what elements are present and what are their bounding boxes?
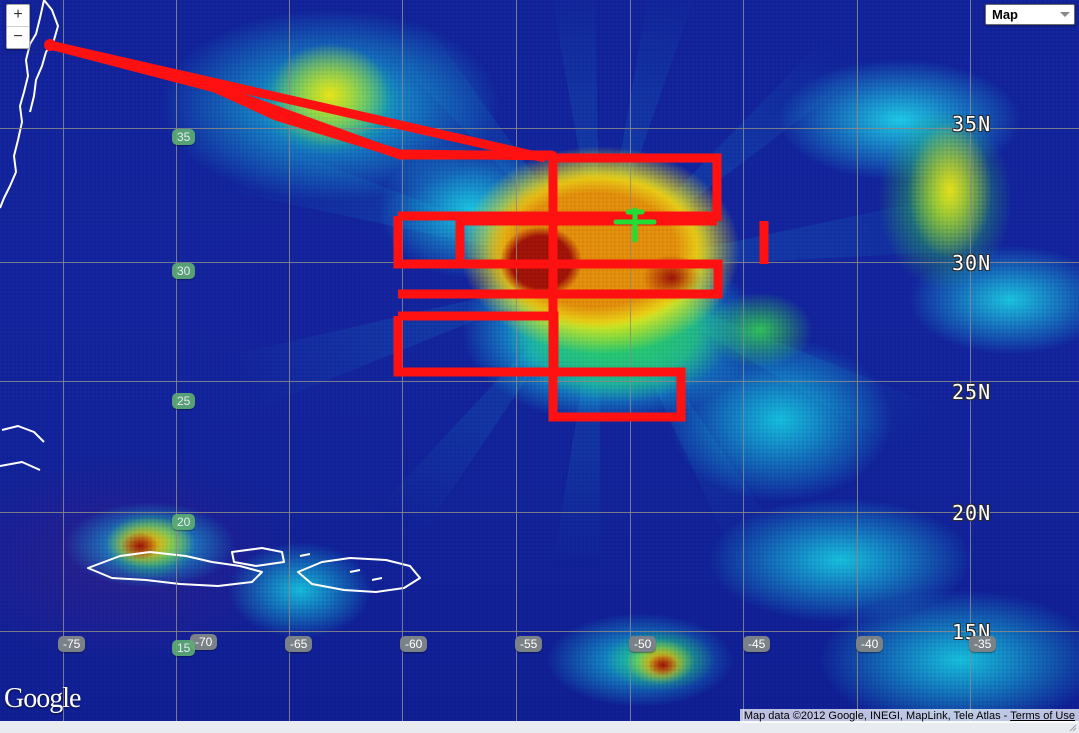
map-type-selector[interactable]: Map [985, 4, 1075, 25]
google-logo: Google [4, 683, 81, 714]
lon-chip--70[interactable]: -70 [190, 634, 218, 650]
gridline-lat-0 [0, 128, 1079, 129]
bottom-bar [0, 721, 1079, 733]
lat-label-35N: 35N [952, 112, 992, 136]
gridline-lat-4 [0, 631, 1079, 632]
zoom-in-button[interactable]: + [7, 5, 29, 27]
gridline-lat-3 [0, 512, 1079, 513]
lon-chip--75[interactable]: -75 [58, 636, 86, 652]
lat-label-30N: 30N [952, 251, 992, 275]
lon-chip--45[interactable]: -45 [743, 636, 771, 652]
lon-chip--40[interactable]: -40 [856, 636, 884, 652]
zoom-out-button[interactable]: − [13, 28, 23, 45]
gridline-lon-2 [289, 0, 290, 733]
gridline-lon-3 [402, 0, 403, 733]
lon-chip--55[interactable]: -55 [515, 636, 543, 652]
gridline-lon-6 [743, 0, 744, 733]
resize-grip-icon[interactable] [1067, 722, 1077, 732]
lat-chip-15[interactable]: 15 [172, 640, 196, 656]
lon-chip--50[interactable]: -50 [629, 636, 657, 652]
chevron-down-icon [1060, 12, 1070, 17]
lon-chip--60[interactable]: -60 [400, 636, 428, 652]
lat-label-25N: 25N [952, 380, 992, 404]
lat-chip-20[interactable]: 20 [172, 514, 196, 530]
gridline-lon-1 [176, 0, 177, 733]
gridline-lat-1 [0, 262, 1079, 263]
terms-of-use-link[interactable]: Terms of Use [1010, 710, 1075, 722]
lat-chip-35[interactable]: 35 [172, 129, 196, 145]
lat-chip-25[interactable]: 25 [172, 393, 196, 409]
gridline-lon-4 [516, 0, 517, 733]
gridline-lon-8 [970, 0, 971, 733]
map-attribution: Map data ©2012 Google, INEGI, MapLink, T… [739, 709, 1079, 723]
gridline-lon-5 [630, 0, 631, 733]
lon-chip--65[interactable]: -65 [285, 636, 313, 652]
zoom-controls[interactable]: + − [6, 4, 30, 49]
attribution-text: Map data ©2012 Google, INEGI, MapLink, T… [743, 710, 1011, 722]
lat-chip-30[interactable]: 30 [172, 263, 196, 279]
lon-chip--35[interactable]: -35 [969, 636, 997, 652]
lat-label-20N: 20N [952, 501, 992, 525]
gridline-lon-7 [857, 0, 858, 733]
map-type-label: Map [992, 7, 1018, 22]
gridline-lat-2 [0, 381, 1079, 382]
gridline-lon-0 [63, 0, 64, 733]
